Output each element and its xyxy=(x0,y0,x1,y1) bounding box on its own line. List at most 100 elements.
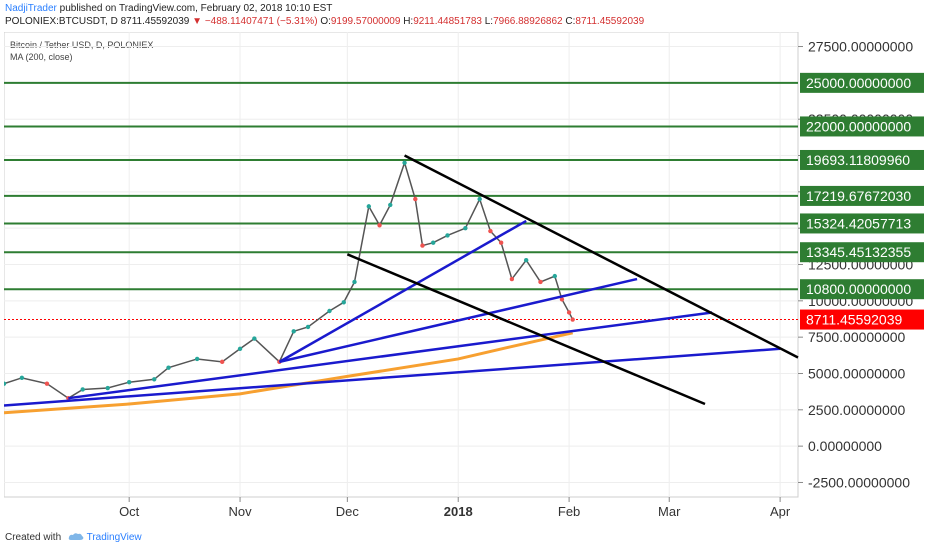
price-point xyxy=(566,310,572,315)
y-axis: 27500.0000000022500.0000000020000.000000… xyxy=(798,39,913,490)
price-point xyxy=(552,273,557,279)
level-tag-background xyxy=(800,242,924,263)
chart-container[interactable]: Bitcoin / Tether USD, D, POLONIEX MA (20… xyxy=(1,31,928,522)
blue-trend-line xyxy=(278,219,527,363)
tradingview-logo[interactable]: TradingView xyxy=(68,532,142,543)
price-point xyxy=(352,279,357,285)
price-point xyxy=(559,297,565,302)
level-tag-label: 15324.42057713 xyxy=(806,215,911,231)
last-price-tag-label: 8711.45592039 xyxy=(806,312,902,328)
cloud-icon xyxy=(68,533,84,540)
y-tick-label: -2500.00000000 xyxy=(808,474,910,490)
y-tick-label: 27500.00000000 xyxy=(808,39,913,55)
x-tick-label: Oct xyxy=(119,504,140,519)
x-tick-label: Nov xyxy=(228,504,252,519)
level-tag-label: 10800.00000000 xyxy=(806,281,911,297)
black-trend-line xyxy=(404,154,799,359)
high-value: 9211.44851783 xyxy=(413,16,482,27)
level-tag-label: 25000.00000000 xyxy=(806,75,911,91)
ma-200-line xyxy=(3,331,574,415)
price-point xyxy=(509,276,515,282)
price-point xyxy=(341,300,346,305)
level-tag-background xyxy=(800,213,924,234)
chart-legend-title: Bitcoin / Tether USD, D, POLONIEX xyxy=(10,40,153,50)
publish-header: NadjiTrader published on TradingView.com… xyxy=(0,0,932,30)
ohlc-line: POLONIEX:BTCUSDT, D 8711.45592039 ▼ −488… xyxy=(5,16,644,27)
level-tag-background xyxy=(800,185,924,206)
moving-average xyxy=(3,331,574,415)
created-with-text: Created with xyxy=(5,532,62,543)
price-point xyxy=(305,324,311,330)
symbol-label: POLONIEX:BTCUSDT, D xyxy=(5,16,118,27)
blue-trend-line xyxy=(3,347,781,407)
chart-legend-indicator: MA (200, close) xyxy=(10,52,73,62)
published-text: published on TradingView.com, February 0… xyxy=(59,3,333,14)
price-point xyxy=(166,365,171,370)
blue-trend-line xyxy=(68,311,713,400)
price-point xyxy=(570,317,575,322)
price-point xyxy=(463,225,468,231)
level-tag-background xyxy=(800,149,924,170)
price-point xyxy=(538,279,543,285)
price-point xyxy=(477,196,482,202)
blue-trend-line xyxy=(279,277,638,364)
price-point xyxy=(498,240,504,245)
trend-lines xyxy=(3,154,799,407)
price-point xyxy=(291,329,296,334)
price-point xyxy=(377,223,382,228)
price-series xyxy=(1,160,575,401)
level-tag-background xyxy=(800,72,924,93)
x-tick-label: Feb xyxy=(558,504,580,519)
y-tick-label: 0.00000000 xyxy=(808,438,882,454)
close-label: C: xyxy=(565,16,576,27)
x-tick-label: Mar xyxy=(658,504,681,519)
level-tag-label: 17219.67672030 xyxy=(806,188,911,204)
footer: Created with TradingView xyxy=(0,524,932,550)
price-point xyxy=(105,385,110,391)
price-point xyxy=(366,204,372,209)
price-point xyxy=(413,196,418,202)
y-tick-label: 7500.00000000 xyxy=(808,329,906,345)
level-tag-label: 19693.11809960 xyxy=(806,152,910,168)
black-trend-line xyxy=(346,253,706,406)
close-value: 8711.45592039 xyxy=(575,16,645,27)
x-tick-label: Apr xyxy=(770,504,791,519)
y-tick-label: 5000.00000000 xyxy=(808,365,906,381)
x-tick-label: 2018 xyxy=(444,504,473,519)
price-change: ▼ −488.11407471 (−5.31%) xyxy=(192,16,318,27)
price-point xyxy=(237,346,243,351)
price-point xyxy=(420,243,425,248)
x-axis: Oct Nov Dec 2018 Feb Mar Apr xyxy=(119,497,791,519)
price-point xyxy=(523,257,529,263)
level-tags: 25000.00000000 22000.00000000 19693.118099… xyxy=(800,72,924,330)
price-point xyxy=(327,308,332,314)
price-point xyxy=(388,202,393,208)
price-point xyxy=(488,228,493,234)
high-label: H: xyxy=(403,16,414,27)
publish-line: NadjiTrader published on TradingView.com… xyxy=(5,3,332,14)
price-point xyxy=(219,359,225,365)
price-point xyxy=(445,233,450,238)
last-price-tag-background xyxy=(800,309,924,330)
price-point xyxy=(126,380,132,385)
price-chart[interactable]: Bitcoin / Tether USD, D, POLONIEX MA (20… xyxy=(1,31,928,522)
price-point xyxy=(252,336,257,341)
price-point xyxy=(19,375,25,381)
open-label: O: xyxy=(320,16,331,27)
low-label: L: xyxy=(484,16,494,27)
last-price-value: 8711.45592039 xyxy=(120,16,190,27)
level-tag-label: 22000.00000000 xyxy=(806,118,911,134)
low-value: 7966.88926862 xyxy=(493,16,563,27)
tradingview-brand: TradingView xyxy=(86,532,142,543)
author-link[interactable]: NadjiTrader xyxy=(5,3,57,14)
price-point xyxy=(152,377,157,382)
price-point xyxy=(402,160,407,165)
grid xyxy=(4,32,798,497)
price-line xyxy=(3,160,574,400)
price-point xyxy=(80,387,85,392)
price-point xyxy=(430,240,436,245)
price-point xyxy=(194,356,200,362)
y-tick-label: 2500.00000000 xyxy=(808,402,906,418)
level-tag-label: 13345.45132355 xyxy=(806,244,911,260)
level-tag-background xyxy=(800,279,924,300)
